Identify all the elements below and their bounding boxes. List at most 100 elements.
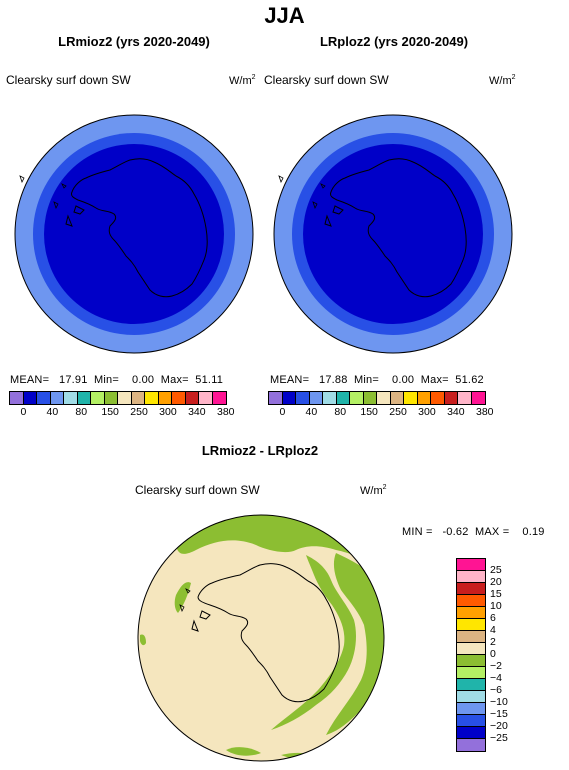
colorbar-swatch	[457, 643, 485, 655]
colorbar-tick-label: 4	[490, 624, 496, 636]
colorbar-tick-label: −4	[490, 672, 502, 684]
colorbar-swatch	[431, 392, 445, 404]
colorbar-swatch	[172, 392, 186, 404]
right-antarctica-coastline	[324, 158, 467, 298]
colorbar-tick-label: −25	[490, 732, 508, 744]
colorbar-swatch	[457, 691, 485, 703]
colorbar-tick-label: 40	[305, 406, 318, 418]
colorbar-swatch	[77, 392, 91, 404]
colorbar-tick-label: 6	[490, 612, 496, 624]
colorbar-swatch	[131, 392, 145, 404]
left-colorbar-ticks: 0 40 80 150 250 300 340 380	[9, 406, 241, 420]
diff-colorbar-ticks: 25 20 15 10 6 4 2 0 −2 −4 −6 −10 −15 −20 −25	[490, 558, 530, 758]
colorbar-swatch	[185, 392, 199, 404]
colorbar-swatch	[458, 392, 472, 404]
colorbar-swatch	[457, 559, 485, 571]
colorbar-swatch	[457, 679, 485, 691]
colorbar-tick-label: −20	[490, 720, 508, 732]
colorbar-swatch	[457, 715, 485, 727]
colorbar-swatch	[50, 392, 64, 404]
colorbar-tick-label: 150	[101, 406, 119, 418]
colorbar-swatch	[417, 392, 431, 404]
colorbar-tick-label: 40	[46, 406, 59, 418]
diff-antarctica-coastline	[191, 563, 340, 703]
left-map-stats: MEAN= 17.91 Min= 0.00 Max= 51.11	[10, 374, 224, 386]
diff-map-subtitle: LRmioz2 - LRploz2	[201, 443, 319, 458]
colorbar-swatch	[457, 619, 485, 631]
colorbar-tick-label: 20	[490, 576, 502, 588]
colorbar-tick-label: 340	[188, 406, 206, 418]
colorbar-swatch	[457, 631, 485, 643]
left-map-subtitle: LRmioz2 (yrs 2020-2049)	[58, 34, 210, 49]
colorbar-swatch	[404, 392, 418, 404]
colorbar-tick-label: −10	[490, 696, 508, 708]
colorbar-tick-label: 380	[475, 406, 494, 418]
colorbar-swatch	[457, 571, 485, 583]
left-map-units: W/m2	[229, 74, 256, 87]
colorbar-tick-label: 380	[216, 406, 235, 418]
colorbar-swatch	[377, 392, 391, 404]
colorbar-swatch	[336, 392, 350, 404]
right-map-units: W/m2	[489, 74, 516, 87]
colorbar-swatch	[350, 392, 364, 404]
colorbar-swatch	[199, 392, 213, 404]
colorbar-swatch	[444, 392, 458, 404]
colorbar-swatch	[296, 392, 310, 404]
right-colorbar-ticks: 0 40 80 150 250 300 340 380	[268, 406, 500, 420]
colorbar-swatch	[457, 667, 485, 679]
right-polar-map	[273, 114, 513, 354]
left-polar-map	[14, 114, 254, 354]
colorbar-swatch	[118, 392, 132, 404]
right-map-variable: Clearsky surf down SW	[264, 73, 389, 87]
colorbar-swatch	[457, 583, 485, 595]
colorbar-swatch	[37, 392, 51, 404]
colorbar-swatch	[23, 392, 37, 404]
colorbar-tick-label: 0	[279, 406, 286, 418]
colorbar-swatch	[10, 392, 24, 404]
colorbar-swatch	[212, 392, 226, 404]
colorbar-swatch	[471, 392, 485, 404]
diff-map-stats: MIN = -0.62 MAX = 0.19	[402, 526, 545, 538]
colorbar-tick-label: −2	[490, 660, 502, 672]
colorbar-swatch	[309, 392, 323, 404]
colorbar-swatch	[457, 655, 485, 667]
colorbar-swatch	[145, 392, 159, 404]
colorbar-swatch	[363, 392, 377, 404]
colorbar-tick-label: 0	[490, 648, 496, 660]
diff-colorbar	[456, 558, 486, 752]
colorbar-swatch	[282, 392, 296, 404]
colorbar-tick-label: 250	[389, 406, 407, 418]
colorbar-swatch	[64, 392, 78, 404]
diff-map-variable: Clearsky surf down SW	[135, 483, 260, 497]
left-antarctica-coastline	[65, 158, 208, 298]
colorbar-swatch	[457, 703, 485, 715]
page-title: JJA	[264, 3, 305, 28]
colorbar-swatch	[323, 392, 337, 404]
colorbar-swatch	[390, 392, 404, 404]
colorbar-tick-label: 15	[490, 588, 502, 600]
colorbar-tick-label: 2	[490, 636, 496, 648]
colorbar-tick-label: 25	[490, 564, 502, 576]
colorbar-swatch	[457, 607, 485, 619]
colorbar-tick-label: 300	[159, 406, 177, 418]
colorbar-tick-label: 10	[490, 600, 502, 612]
colorbar-swatch	[457, 727, 485, 739]
colorbar-tick-label: −6	[490, 684, 502, 696]
colorbar-tick-label: 80	[334, 406, 347, 418]
colorbar-swatch	[91, 392, 105, 404]
colorbar-swatch	[269, 392, 283, 404]
right-map-stats: MEAN= 17.88 Min= 0.00 Max= 51.62	[270, 374, 484, 386]
right-colorbar	[268, 391, 486, 405]
left-map-variable: Clearsky surf down SW	[6, 73, 131, 87]
colorbar-tick-label: 80	[75, 406, 88, 418]
colorbar-tick-label: 250	[130, 406, 148, 418]
colorbar-swatch	[104, 392, 118, 404]
colorbar-tick-label: −15	[490, 708, 508, 720]
left-colorbar	[9, 391, 227, 405]
colorbar-tick-label: 340	[447, 406, 465, 418]
colorbar-swatch	[457, 595, 485, 607]
colorbar-tick-label: 150	[360, 406, 378, 418]
colorbar-tick-label: 0	[20, 406, 27, 418]
colorbar-swatch	[457, 739, 485, 751]
colorbar-tick-label: 300	[418, 406, 436, 418]
